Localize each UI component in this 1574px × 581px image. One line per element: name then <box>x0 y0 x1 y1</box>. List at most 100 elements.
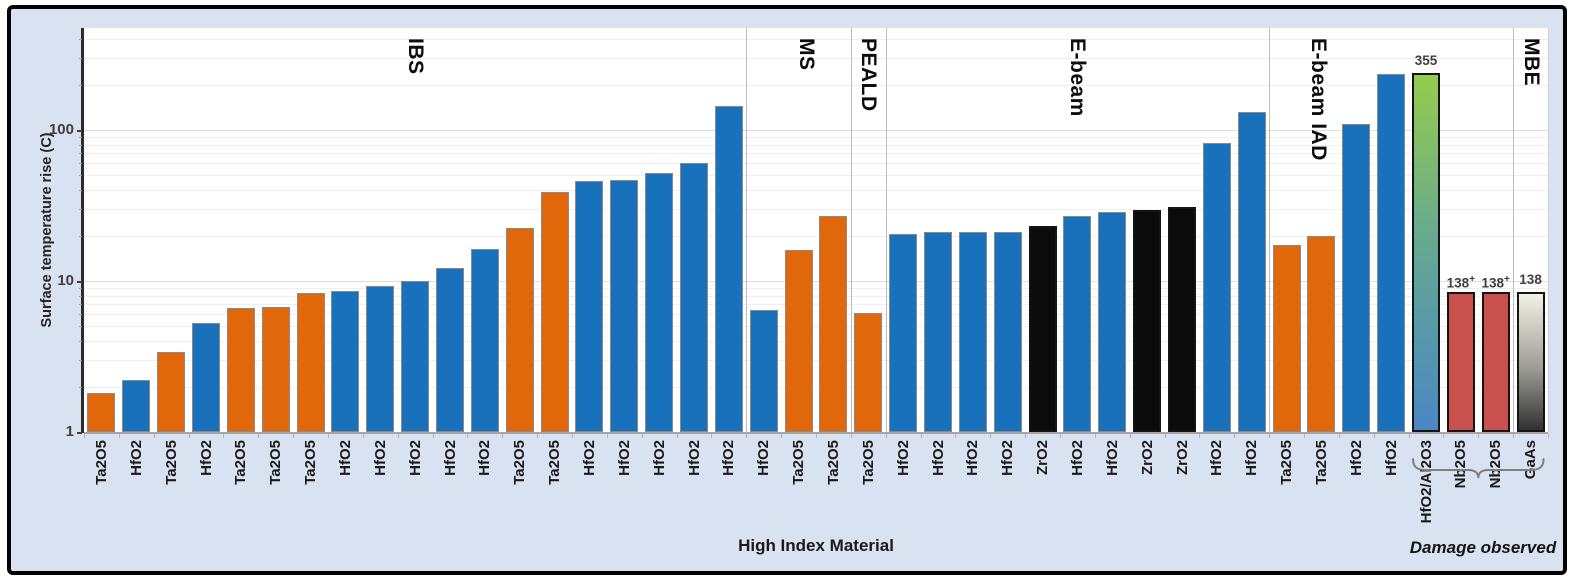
bar-hfo2 <box>436 267 464 432</box>
x-axis-tick <box>1373 434 1375 438</box>
x-axis-tick <box>1234 434 1236 438</box>
bar-hfo2 <box>122 380 151 432</box>
bar-hfo2 <box>1063 215 1092 432</box>
y-axis-minor-tick <box>79 175 82 177</box>
y-axis-minor-tick <box>79 314 82 316</box>
damage-brace-glyph <box>1412 458 1545 479</box>
x-tick-label: HfO2 <box>406 440 424 476</box>
bar-ta2o5 <box>226 308 255 432</box>
x-axis-tick <box>502 434 504 438</box>
x-tick-label: HfO2 <box>476 440 494 476</box>
x-axis-tick <box>1338 434 1340 438</box>
bar-hfo2 <box>1377 73 1406 432</box>
section-label-ms: MS <box>794 38 818 71</box>
x-tick-label: HfO2 <box>371 440 389 476</box>
x-axis-tick <box>850 434 852 438</box>
section-divider <box>1513 28 1515 432</box>
plot-right-border <box>1548 28 1549 432</box>
x-axis-tick <box>432 434 434 438</box>
section-label-e-beam: E-beam <box>1066 38 1090 117</box>
x-tick-label: Ta2O5 <box>790 440 808 485</box>
y-axis-minor-tick <box>79 163 82 165</box>
x-axis-tick <box>153 434 155 438</box>
bar-hfo2 <box>993 232 1022 432</box>
x-axis-tick <box>1304 434 1305 438</box>
x-axis-tick <box>1094 434 1096 438</box>
x-axis-tick <box>1513 434 1515 438</box>
y-tick-label: 10 <box>57 272 74 289</box>
plot-area <box>84 28 1548 432</box>
x-axis-tick <box>1443 434 1445 438</box>
y-axis-tick <box>77 281 82 283</box>
section-label-e-beam-iad: E-beam IAD <box>1307 38 1331 161</box>
y-axis-minor-tick <box>79 295 82 297</box>
gridline-minor <box>84 57 1548 59</box>
x-tick-label: HfO2 <box>685 440 703 476</box>
x-tick-label: Ta2O5 <box>267 440 285 485</box>
bar-ta2o5 <box>540 191 569 432</box>
bar-hfo2 <box>1098 212 1127 432</box>
x-tick-label: Ta2O5 <box>859 440 877 485</box>
x-axis-tick <box>293 434 295 438</box>
x-axis-tick <box>816 434 817 438</box>
section-divider <box>746 28 748 432</box>
x-axis-tick <box>641 434 643 438</box>
bar-zro2 <box>1133 210 1162 432</box>
x-tick-label: Nb2O5 <box>1452 440 1470 489</box>
x-axis-tick <box>397 434 399 438</box>
x-axis-tick <box>1199 434 1201 438</box>
y-axis-minor-tick <box>79 359 82 361</box>
x-tick-label: Ta2O5 <box>162 440 180 485</box>
x-axis-tick <box>676 434 678 438</box>
x-axis-tick <box>885 434 887 438</box>
bar-hfo2 <box>331 290 360 432</box>
gridline-minor <box>84 190 1548 192</box>
gridline-minor <box>84 136 1548 138</box>
gridline-minor <box>84 39 1548 41</box>
x-axis-tick <box>990 434 992 438</box>
section-label-ibs: IBS <box>404 38 428 75</box>
section-divider <box>850 28 852 432</box>
gridline-minor <box>84 359 1548 361</box>
bar-hfo2 <box>958 232 987 432</box>
gridline-minor <box>84 314 1548 316</box>
bar-value-label: 138+ <box>1481 273 1510 291</box>
x-tick-label: HfO2 <box>580 440 598 476</box>
x-tick-label: HfO2 <box>999 440 1017 476</box>
y-axis-minor-tick <box>79 57 82 59</box>
gridline-minor <box>84 175 1548 177</box>
gridline-minor <box>84 341 1548 343</box>
x-axis-line <box>84 432 1548 434</box>
x-tick-label: Ta2O5 <box>546 440 564 485</box>
x-axis-tick <box>1164 434 1166 438</box>
bar-ta2o5 <box>87 393 116 432</box>
y-axis-minor-tick <box>79 208 82 210</box>
damage-observed-label: Damage observed <box>1409 538 1557 557</box>
x-axis-tick <box>188 434 190 438</box>
x-axis-tick <box>781 434 783 438</box>
bar-hfo2 <box>192 322 220 432</box>
x-tick-label: ZrO2 <box>1173 440 1191 476</box>
x-tick-label: Ta2O5 <box>302 440 320 485</box>
x-axis-tick <box>606 434 608 438</box>
bar-hfo2 <box>924 232 952 432</box>
gridline-minor <box>84 386 1548 388</box>
y-axis-minor-tick <box>79 326 82 328</box>
x-tick-label: HfO2 <box>929 440 947 476</box>
x-tick-label: HfO2/Al2O3 <box>1417 440 1435 524</box>
gridline-major <box>84 130 1548 131</box>
x-tick-label: HfO2 <box>1208 440 1226 476</box>
bar-hfo2 <box>680 163 708 432</box>
y-axis-tick <box>77 432 82 434</box>
y-axis-minor-tick <box>79 153 82 155</box>
x-tick-label: HfO2 <box>1068 440 1086 476</box>
x-axis-tick <box>258 434 260 438</box>
bar-hfo2 <box>1202 143 1231 432</box>
x-axis-tick <box>328 434 329 438</box>
x-axis-tick <box>1129 434 1131 438</box>
x-tick-label: HfO2 <box>197 440 215 476</box>
bar-zro2 <box>1168 206 1196 432</box>
y-axis-minor-tick <box>79 144 82 146</box>
y-tick-label: 100 <box>48 121 74 138</box>
y-axis-minor-tick <box>79 39 82 41</box>
